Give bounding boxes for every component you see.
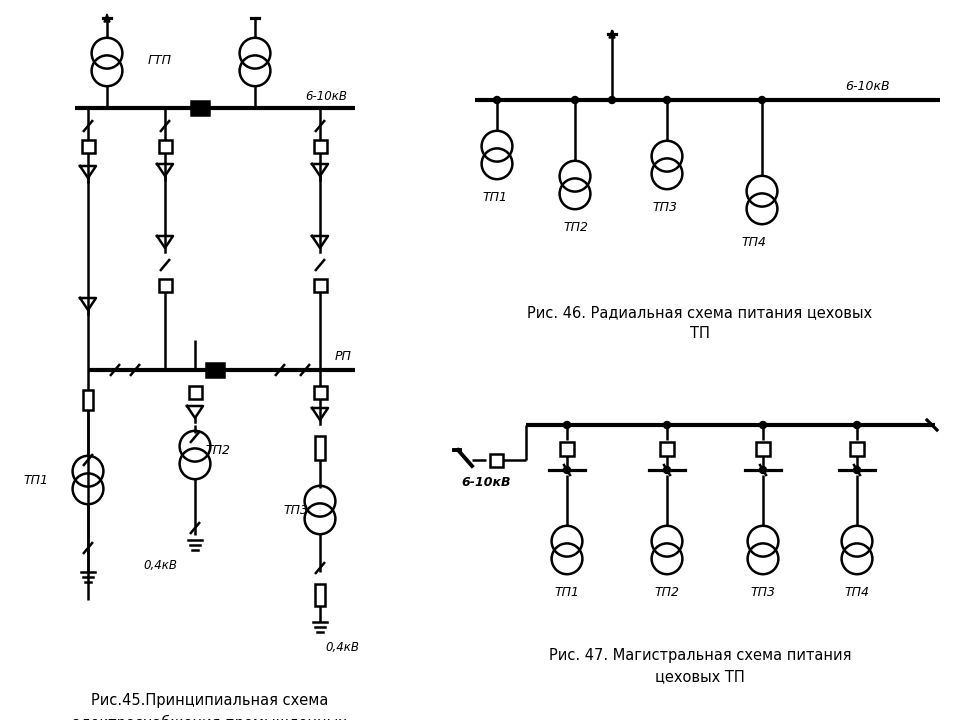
Text: РП: РП xyxy=(335,349,352,362)
Bar xyxy=(158,279,172,292)
Polygon shape xyxy=(609,30,615,38)
Circle shape xyxy=(663,96,670,104)
Circle shape xyxy=(663,467,670,474)
Bar xyxy=(315,584,325,606)
Circle shape xyxy=(759,467,766,474)
Bar xyxy=(314,140,326,153)
Circle shape xyxy=(853,421,860,428)
Bar xyxy=(314,385,326,398)
Circle shape xyxy=(564,467,570,474)
Text: 6-10кВ: 6-10кВ xyxy=(305,89,347,102)
Bar xyxy=(188,385,202,398)
Circle shape xyxy=(564,421,570,428)
Bar xyxy=(82,140,94,153)
Circle shape xyxy=(758,96,765,104)
Circle shape xyxy=(571,96,579,104)
Bar xyxy=(206,363,224,377)
Text: ТП1: ТП1 xyxy=(555,586,580,599)
Text: 6-10кВ: 6-10кВ xyxy=(845,79,890,92)
Text: ТП1: ТП1 xyxy=(23,474,48,487)
Text: 0,4кВ: 0,4кВ xyxy=(325,642,359,654)
Text: ТП3: ТП3 xyxy=(653,201,678,215)
Text: 6-10кВ: 6-10кВ xyxy=(461,475,511,488)
Text: Рис. 46. Радиальная схема питания цеховых
ТП: Рис. 46. Радиальная схема питания цеховы… xyxy=(527,305,873,341)
Bar xyxy=(756,442,770,456)
Bar xyxy=(314,279,326,292)
Circle shape xyxy=(759,421,766,428)
Text: ТП4: ТП4 xyxy=(741,236,766,249)
Bar xyxy=(315,436,325,460)
Text: ТП3: ТП3 xyxy=(283,503,308,516)
Text: Рис.45.Принципиальная схема
электроснабжения промышленных
предприятий на напряже: Рис.45.Принципиальная схема электроснабж… xyxy=(63,693,357,720)
Circle shape xyxy=(609,96,615,104)
Bar xyxy=(560,442,574,456)
Polygon shape xyxy=(104,14,110,22)
Text: ТП2: ТП2 xyxy=(205,444,230,456)
Bar xyxy=(660,442,674,456)
Text: ТП2: ТП2 xyxy=(655,586,680,599)
Bar xyxy=(83,390,93,410)
Text: ТП2: ТП2 xyxy=(564,221,588,234)
Text: Рис. 47. Магистральная схема питания
цеховых ТП: Рис. 47. Магистральная схема питания цех… xyxy=(549,648,852,684)
Bar xyxy=(490,454,502,467)
Circle shape xyxy=(853,467,860,474)
Bar xyxy=(850,442,864,456)
Circle shape xyxy=(663,421,670,428)
Text: ТП4: ТП4 xyxy=(845,586,870,599)
Bar xyxy=(191,101,209,115)
Text: ТП1: ТП1 xyxy=(483,192,508,204)
Circle shape xyxy=(493,96,500,104)
Text: ТП3: ТП3 xyxy=(751,586,776,599)
Text: ГТП: ГТП xyxy=(148,53,172,66)
Text: 0,4кВ: 0,4кВ xyxy=(143,559,177,572)
Bar xyxy=(158,140,172,153)
